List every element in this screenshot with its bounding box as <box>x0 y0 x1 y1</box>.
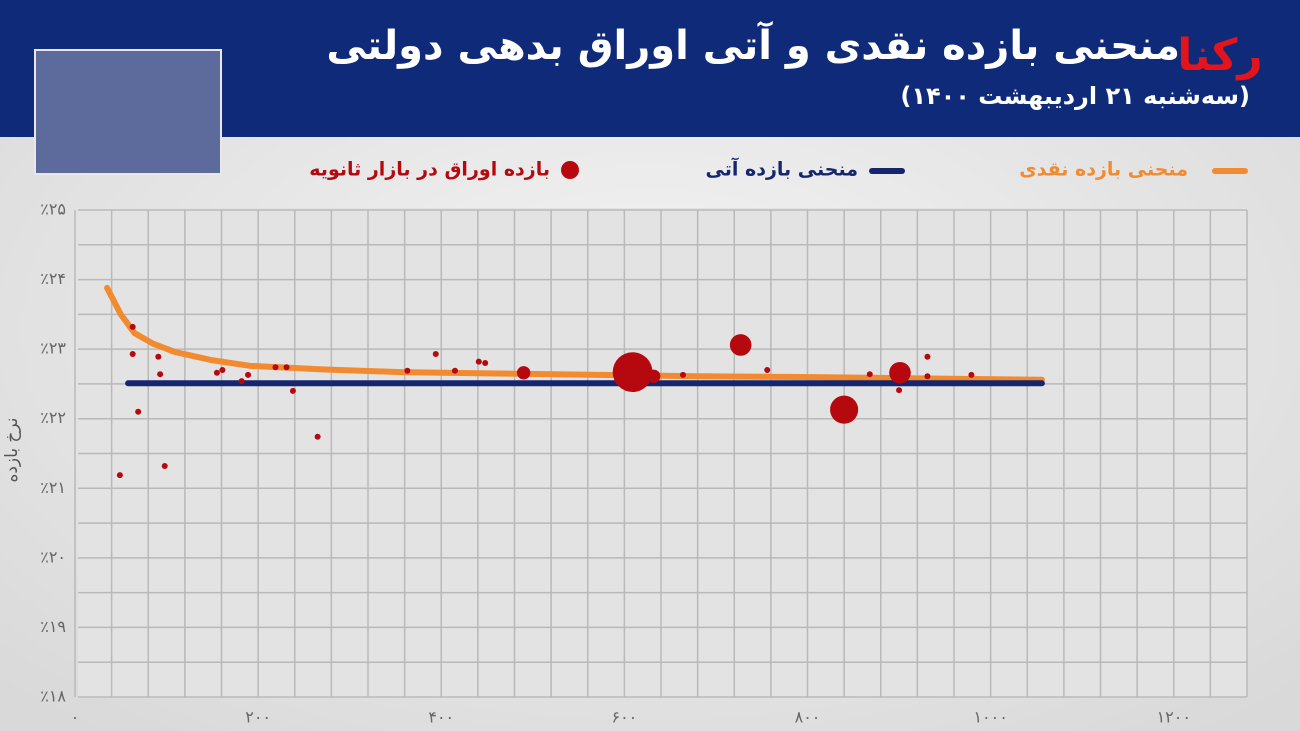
line <box>104 284 1045 383</box>
y-tick-label: ٪۲۱ <box>40 478 66 497</box>
scatter-point <box>612 352 653 393</box>
scatter-point <box>475 358 482 365</box>
y-tick-label: ٪۲۲ <box>40 408 66 427</box>
scatter-point <box>679 371 686 378</box>
legend-label: منحنی بازده نقدی <box>1019 159 1188 181</box>
marks <box>104 284 1045 479</box>
legend: منحنی بازده نقدی منحنی بازده آتی بازده اور… <box>309 157 1248 181</box>
y-tick-label: ٪۱۹ <box>40 617 66 636</box>
image-placeholder <box>34 49 222 175</box>
legend-label: بازده اوراق در بازار ثانویه <box>309 159 550 181</box>
scatter-point <box>646 369 661 383</box>
scatter-point <box>432 351 439 358</box>
scatter-point <box>135 408 142 415</box>
scatter-point <box>830 395 859 424</box>
scatter-point <box>272 364 279 371</box>
legend-label: منحنی بازده آتی <box>706 157 858 181</box>
scatter-point <box>866 371 873 378</box>
scatter-point <box>116 472 123 479</box>
x-tick-label: ۱۲۰۰ <box>1157 708 1191 727</box>
scatter-point <box>729 334 752 356</box>
y-tick-label: ٪۲۳ <box>40 339 66 358</box>
scatter-point <box>924 353 931 360</box>
scatter-point <box>129 351 136 358</box>
scatter-point <box>482 360 489 367</box>
x-tick-label: ۶۰۰ <box>611 708 637 727</box>
scatter-point <box>157 371 164 378</box>
chart-title: منحنی بازده نقدی و آتی اوراق بدهی دولتی <box>326 20 1180 69</box>
y-axis-label: نرخ بازده <box>2 417 22 482</box>
scatter-point <box>289 387 296 394</box>
scatter-point <box>896 387 903 394</box>
y-tick-label: ٪۲۰ <box>40 547 66 566</box>
scatter-point <box>516 366 531 380</box>
scatter-point <box>219 367 226 374</box>
legend-swatch <box>561 161 579 179</box>
scatter-point <box>129 323 136 330</box>
scatter-point <box>161 463 168 470</box>
logo: رکنا <box>1177 30 1262 81</box>
scatter-point <box>404 367 411 374</box>
x-tick-label: ۴۰۰ <box>428 708 454 727</box>
scatter-point <box>924 373 931 380</box>
scatter-point <box>155 353 162 360</box>
scatter-point <box>451 367 458 374</box>
y-tick-label: ٪۲۴ <box>40 269 66 288</box>
scatter-point <box>889 361 911 384</box>
chart-subtitle: (سه‌شنبه ۲۱ اردیبهشت ۱۴۰۰) <box>900 82 1250 110</box>
x-tick-label: ٠ <box>71 708 80 727</box>
scatter-point <box>213 369 220 376</box>
y-tick-label: ٪۲۵ <box>40 200 66 219</box>
x-tick-label: ۲۰۰ <box>245 708 271 727</box>
scatter-point <box>314 433 321 440</box>
x-tick-label: ۱۰۰۰ <box>973 708 1007 727</box>
y-tick-label: ٪۱۸ <box>40 687 66 706</box>
x-tick-label: ۸۰۰ <box>795 708 821 727</box>
scatter-point <box>283 364 290 371</box>
scatter-point <box>245 371 252 378</box>
grid: ٪۱۸ ٪۱۹ ٪۲۰ ٪۲۱ ٪۲۲ ٪۲۳ ٪۲۴ ٪۲۵ ٠ ۲۰۰ ۴۰۰ ۶۰۰ ۸۰۰ ۱۰۰… <box>40 200 1248 727</box>
scatter-point <box>764 367 771 374</box>
scatter-point <box>968 371 975 378</box>
scatter-point <box>238 378 245 385</box>
